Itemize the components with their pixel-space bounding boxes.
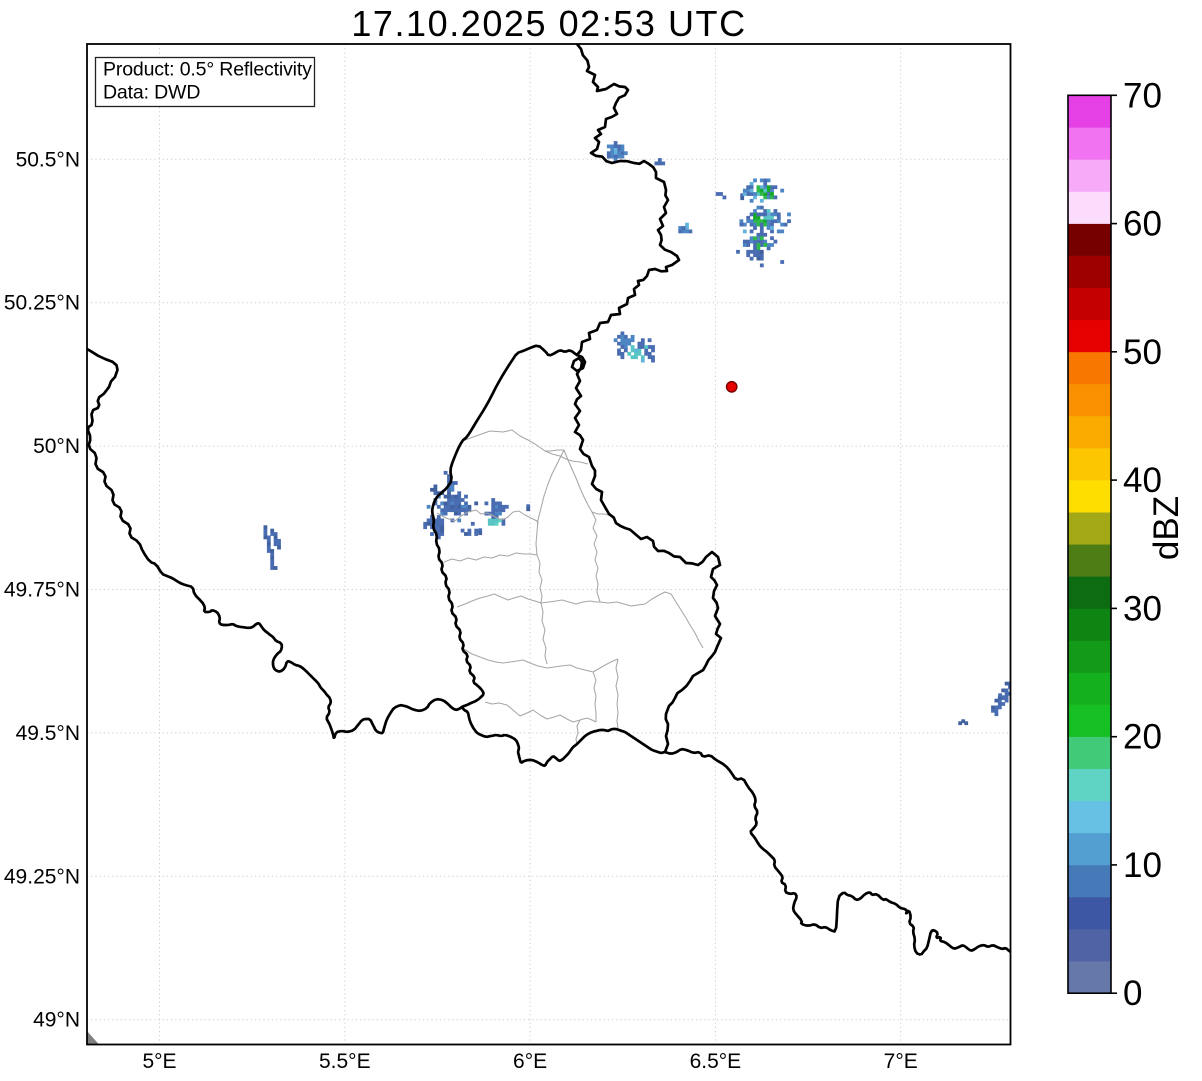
svg-text:30: 30 (1123, 589, 1162, 628)
svg-text:6°E: 6°E (513, 1050, 547, 1073)
svg-text:49°N: 49°N (33, 1009, 80, 1032)
svg-text:49.5°N: 49.5°N (16, 722, 80, 745)
svg-text:50°N: 50°N (33, 435, 80, 458)
svg-text:Product: 0.5° Reflectivity: Product: 0.5° Reflectivity (103, 59, 312, 81)
svg-text:5.5°E: 5.5°E (319, 1050, 371, 1073)
svg-text:49.75°N: 49.75°N (4, 579, 80, 602)
svg-text:17.10.2025 02:53 UTC: 17.10.2025 02:53 UTC (351, 3, 746, 44)
svg-text:60: 60 (1123, 205, 1162, 244)
svg-text:40: 40 (1123, 461, 1162, 500)
svg-text:dBZ: dBZ (1147, 496, 1186, 560)
svg-text:7°E: 7°E (884, 1050, 918, 1073)
svg-text:70: 70 (1123, 76, 1162, 115)
svg-text:5°E: 5°E (142, 1050, 176, 1073)
svg-text:0: 0 (1123, 974, 1142, 1013)
svg-text:50.25°N: 50.25°N (4, 292, 80, 315)
svg-text:Data: DWD: Data: DWD (103, 82, 200, 104)
svg-text:6.5°E: 6.5°E (690, 1050, 742, 1073)
svg-text:50: 50 (1123, 333, 1162, 372)
svg-text:50.5°N: 50.5°N (16, 148, 80, 171)
svg-text:49.25°N: 49.25°N (4, 865, 80, 888)
svg-text:20: 20 (1123, 718, 1162, 757)
svg-text:10: 10 (1123, 846, 1162, 885)
